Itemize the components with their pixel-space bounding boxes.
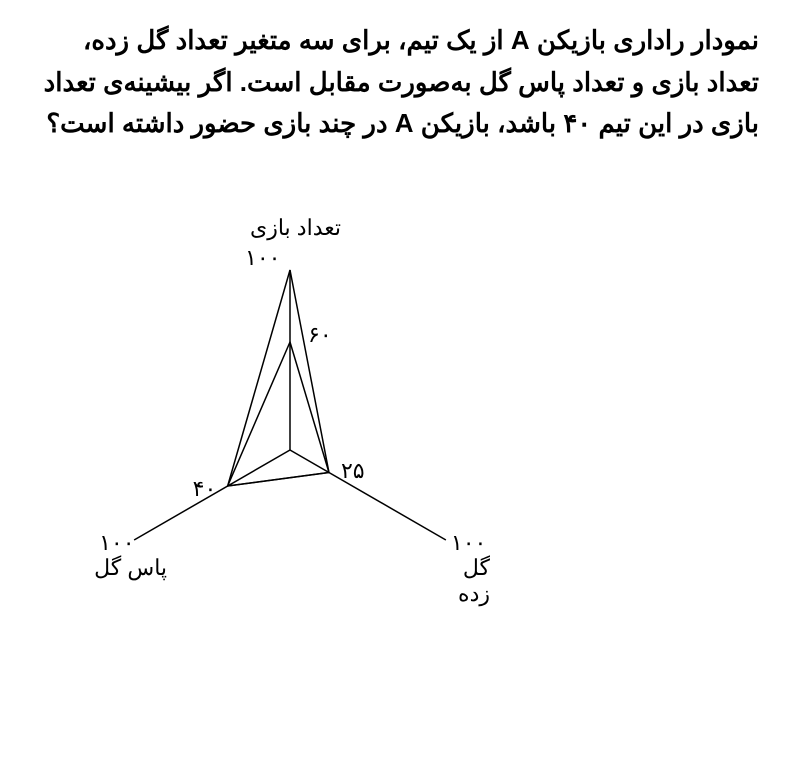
question-text: نمودار راداری بازیکن A از یک تیم، برای س… — [40, 20, 759, 145]
chart-label: ۴۰ — [193, 476, 217, 502]
chart-label: ۱۰۰ — [99, 530, 134, 556]
radar-chart-container: تعداد بازی۱۰۰۱۰۰گل زده۱۰۰پاس گل۶۰۲۵۴۰ — [90, 175, 490, 600]
chart-label: ۶۰ — [308, 322, 332, 348]
chart-label: گل زده — [441, 555, 490, 607]
chart-label: تعداد بازی — [250, 215, 341, 241]
chart-label: ۲۵ — [341, 458, 365, 484]
chart-label: ۱۰۰ — [245, 245, 280, 271]
chart-label: پاس گل — [94, 555, 167, 581]
chart-label: ۱۰۰ — [451, 530, 486, 556]
